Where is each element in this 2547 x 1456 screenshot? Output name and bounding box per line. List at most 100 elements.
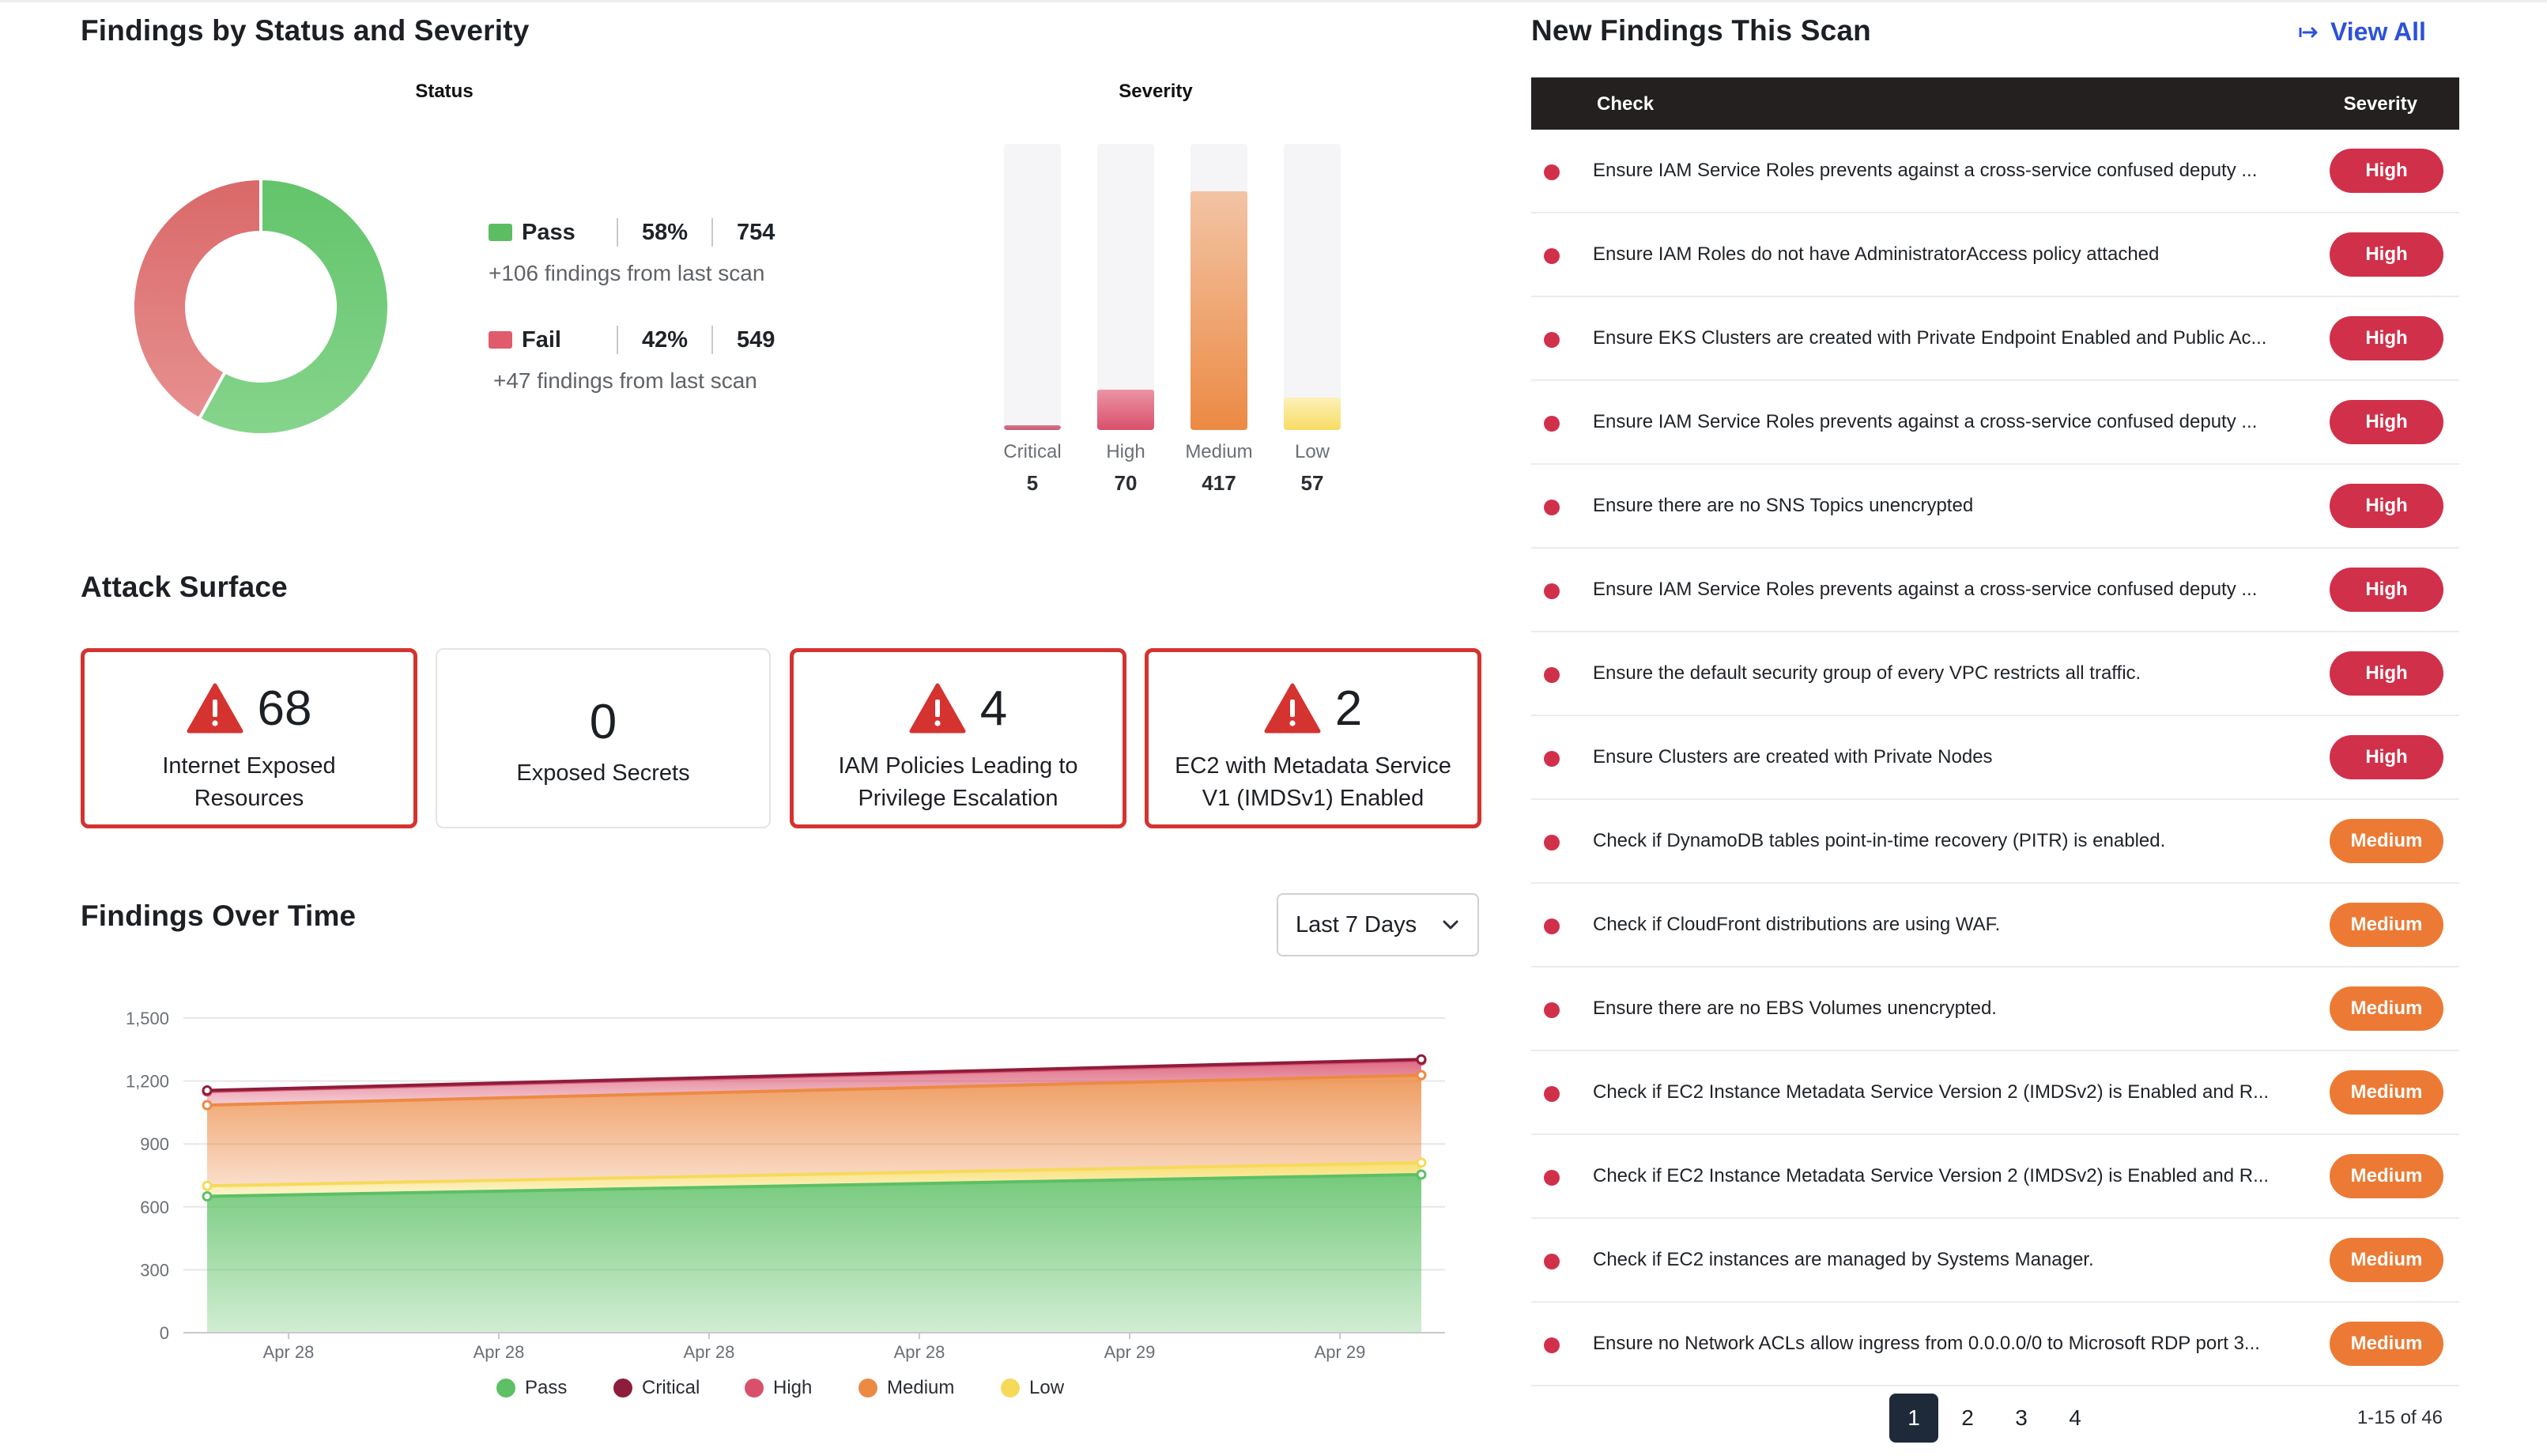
legend-dot	[858, 1379, 877, 1398]
page-button-1[interactable]: 1	[1889, 1394, 1938, 1443]
check-name[interactable]: Check if EC2 Instance Metadata Service V…	[1593, 1081, 2270, 1103]
table-row[interactable]: Ensure no Network ACLs allow ingress fro…	[1531, 1303, 2459, 1386]
table-row[interactable]: Ensure IAM Service Roles prevents agains…	[1531, 130, 2459, 213]
severity-bar-critical[interactable]	[1004, 144, 1061, 430]
fail-percent: 42%	[642, 326, 689, 353]
legend-item-critical[interactable]: Critical	[613, 1377, 700, 1399]
y-tick-label: 900	[140, 1134, 169, 1154]
table-row[interactable]: Ensure IAM Roles do not have Administrat…	[1531, 213, 2459, 297]
check-name[interactable]: Ensure the default security group of eve…	[1593, 662, 2141, 684]
separator	[711, 326, 714, 354]
pass-count: 754	[737, 219, 775, 245]
legend-label: Pass	[525, 1377, 568, 1398]
severity-badge: Medium	[2330, 986, 2443, 1031]
warning-icon	[909, 683, 966, 734]
check-name[interactable]: Ensure IAM Service Roles prevents agains…	[1593, 411, 2258, 432]
pass-delta: +106 findings from last scan	[489, 261, 765, 285]
severity-badge: Medium	[2330, 1322, 2443, 1366]
attack-surface-title: Attack Surface	[81, 571, 288, 603]
time-range-select[interactable]: Last 7 Days	[1277, 893, 1479, 956]
pass-label: Pass	[522, 219, 575, 245]
severity-badge: Medium	[2330, 1070, 2443, 1115]
table-row[interactable]: Ensure there are no SNS Topics unencrypt…	[1531, 465, 2459, 549]
status-dot	[1544, 1002, 1560, 1018]
severity-bar-medium[interactable]	[1190, 144, 1247, 430]
new-findings-title: New Findings This Scan	[1531, 14, 1871, 47]
check-name[interactable]: Ensure IAM Service Roles prevents agains…	[1593, 579, 2258, 600]
severity-value-medium: 417	[1202, 471, 1236, 495]
column-header-check[interactable]: Check	[1597, 93, 1655, 115]
data-point	[202, 1085, 213, 1096]
status-dot	[1544, 332, 1560, 348]
card-iam-privilege-escalation[interactable]: 4 IAM Policies Leading to Privilege Escal…	[790, 648, 1126, 828]
card-label-line1: IAM Policies Leading to	[838, 753, 1078, 779]
page-button-2[interactable]: 2	[1961, 1405, 1974, 1430]
check-name[interactable]: Check if DynamoDB tables point-in-time r…	[1593, 830, 2166, 851]
area-pass	[207, 1174, 1421, 1333]
check-name[interactable]: Ensure there are no SNS Topics unencrypt…	[1593, 495, 1974, 516]
severity-bar-low[interactable]	[1284, 144, 1341, 430]
column-header-severity[interactable]: Severity	[2343, 93, 2417, 115]
legend-pass: Pass 58% 754	[489, 218, 775, 247]
table-row[interactable]: Check if DynamoDB tables point-in-time r…	[1531, 800, 2459, 884]
card-exposed-secrets[interactable]: 0 Exposed Secrets	[436, 648, 771, 828]
view-all-link[interactable]: View All	[2299, 17, 2426, 47]
table-row[interactable]: Ensure Clusters are created with Private…	[1531, 716, 2459, 800]
legend-dot	[745, 1379, 764, 1398]
x-tick-label: Apr 29	[1104, 1342, 1156, 1362]
severity-value-critical: 5	[1026, 471, 1039, 495]
check-name[interactable]: Check if EC2 Instance Metadata Service V…	[1593, 1165, 2270, 1186]
status-dot	[1544, 918, 1560, 934]
table-row[interactable]: Check if EC2 Instance Metadata Service V…	[1531, 1135, 2459, 1219]
warning-icon	[187, 683, 243, 734]
donut-slice-pass[interactable]	[197, 176, 391, 436]
table-row[interactable]: Check if CloudFront distributions are us…	[1531, 884, 2459, 968]
severity-badge: Medium	[2330, 1154, 2443, 1198]
check-name[interactable]: Ensure IAM Service Roles prevents agains…	[1593, 160, 2258, 181]
legend-item-medium[interactable]: Medium	[858, 1377, 954, 1399]
legend-label: Critical	[642, 1377, 700, 1398]
severity-bar-high[interactable]	[1097, 144, 1154, 430]
severity-label-high: High	[1106, 441, 1145, 462]
legend-label: High	[773, 1377, 813, 1398]
check-name[interactable]: Ensure EKS Clusters are created with Pri…	[1593, 327, 2267, 349]
table-row[interactable]: Ensure IAM Service Roles prevents agains…	[1531, 549, 2459, 632]
severity-label-medium: Medium	[1185, 441, 1253, 462]
data-point	[202, 1180, 213, 1191]
table-row[interactable]: Check if EC2 Instance Metadata Service V…	[1531, 1051, 2459, 1135]
y-tick-label: 300	[140, 1260, 169, 1280]
check-name[interactable]: Ensure IAM Roles do not have Administrat…	[1593, 243, 2160, 265]
x-tick-label: Apr 28	[263, 1342, 315, 1362]
legend-item-high[interactable]: High	[745, 1377, 812, 1399]
card-internet-exposed[interactable]: 68 Internet Exposed Resources	[81, 648, 417, 828]
donut-slice-fail[interactable]	[131, 176, 262, 421]
arrow-right-icon	[2299, 27, 2318, 37]
check-name[interactable]: Check if CloudFront distributions are us…	[1593, 914, 2001, 935]
table-row[interactable]: Ensure the default security group of eve…	[1531, 632, 2459, 716]
view-all-label: View All	[2330, 17, 2426, 46]
fail-label: Fail	[522, 326, 561, 353]
check-name[interactable]: Ensure Clusters are created with Private…	[1593, 746, 1993, 768]
table-row[interactable]: Check if EC2 instances are managed by Sy…	[1531, 1219, 2459, 1303]
severity-badge: High	[2330, 651, 2443, 696]
severity-badge: Medium	[2330, 819, 2443, 863]
table-row[interactable]: Ensure there are no EBS Volumes unencryp…	[1531, 968, 2459, 1051]
table-row[interactable]: Ensure IAM Service Roles prevents agains…	[1531, 381, 2459, 465]
y-tick-label: 600	[140, 1198, 169, 1217]
check-name[interactable]: Check if EC2 instances are managed by Sy…	[1593, 1249, 2094, 1270]
severity-badge: High	[2330, 484, 2443, 528]
page-button-3[interactable]: 3	[2015, 1405, 2028, 1430]
page-button-4[interactable]: 4	[2069, 1405, 2081, 1430]
card-label-line2: V1 (IMDSv1) Enabled	[1202, 786, 1424, 811]
check-name[interactable]: Ensure no Network ACLs allow ingress fro…	[1593, 1333, 2260, 1354]
status-dot	[1544, 164, 1560, 180]
status-dot	[1544, 751, 1560, 767]
findings-area-chart: 0 300 600 900 1,200 1,500 Apr 28 Apr 28 Apr 28 Ap…	[126, 1009, 1445, 1362]
legend-item-pass[interactable]: Pass	[496, 1377, 567, 1399]
card-ec2-imdsv1[interactable]: 2 EC2 with Metadata Service V1 (IMDSv1) E…	[1145, 648, 1481, 828]
pagination-range: 1-15 of 46	[2356, 1407, 2443, 1428]
table-row[interactable]: Ensure EKS Clusters are created with Pri…	[1531, 297, 2459, 381]
legend-item-low[interactable]: Low	[1001, 1377, 1064, 1399]
legend-label: Low	[1029, 1377, 1065, 1398]
check-name[interactable]: Ensure there are no EBS Volumes unencryp…	[1593, 998, 1997, 1019]
